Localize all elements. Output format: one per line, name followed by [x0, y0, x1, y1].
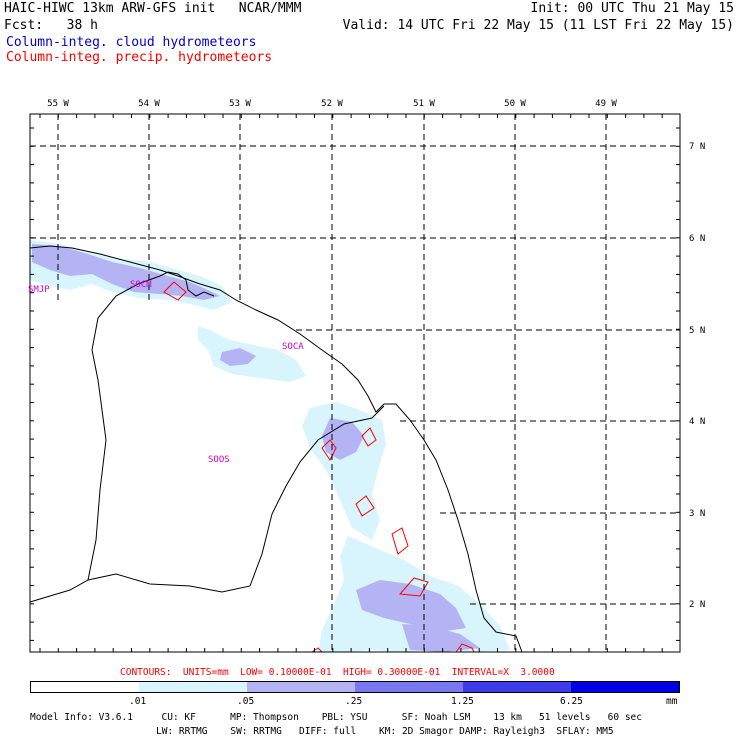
lat-label: 5 N — [689, 326, 705, 336]
colorbar-label: .25 — [345, 696, 363, 707]
lat-label: 4 N — [689, 417, 705, 427]
valid-time: Valid: 14 UTC Fri 22 May 15 (11 LST Fri … — [342, 18, 734, 33]
colorbar-swatch — [247, 682, 355, 692]
colorbar-label: .01 — [129, 696, 147, 707]
graticule — [30, 114, 680, 652]
lon-label: 51 W — [413, 99, 435, 109]
lat-label: 6 N — [689, 234, 705, 244]
colorbar-label: 1.25 — [451, 696, 474, 707]
colorbar-swatch — [355, 682, 463, 692]
station-socm: SOCM — [130, 280, 152, 290]
lat-label: 3 N — [689, 509, 705, 519]
frame-ticks — [30, 114, 680, 652]
colorbar-label: .05 — [237, 696, 255, 707]
colorbar-units: mm — [666, 696, 678, 707]
station-soca: SOCA — [282, 342, 304, 352]
forecast-hour: Fcst: 38 h — [4, 18, 98, 33]
contours-info: CONTOURS: UNITS=mm LOW= 0.10000E-01 HIGH… — [120, 667, 555, 678]
lat-labels: 7 N 6 N 5 N 4 N 3 N 2 N — [689, 142, 705, 610]
legend-cloud: Column-integ. cloud hydrometeors — [6, 35, 257, 50]
station-soos: SOOS — [208, 455, 230, 465]
cloud-shading — [30, 240, 510, 652]
lon-label: 54 W — [138, 99, 160, 109]
colorbar-label: 6.25 — [560, 696, 583, 707]
station-labels: SMJP SOCM SOCA SOOS — [28, 280, 304, 465]
lat-label: 2 N — [689, 600, 705, 610]
init-time: Init: 00 UTC Thu 21 May 15 — [530, 1, 735, 16]
model-info-physics: LW: RRTMG SW: RRTMG DIFF: full KM: 2D Sm… — [156, 726, 614, 737]
lon-label: 55 W — [47, 99, 69, 109]
precip-contours — [163, 281, 475, 653]
lon-label: 52 W — [321, 99, 343, 109]
plot-title: HAIC-HIWC 13km ARW-GFS init NCAR/MMM — [4, 1, 302, 16]
lon-label: 53 W — [229, 99, 251, 109]
colorbar-swatch — [139, 682, 247, 692]
model-info: Model Info: V3.6.1 CU: KF MP: Thompson P… — [30, 712, 642, 723]
lon-label: 50 W — [504, 99, 526, 109]
lat-label: 7 N — [689, 142, 705, 152]
lon-labels: 55 W 54 W 53 W 52 W 51 W 50 W 49 W — [47, 99, 617, 109]
colorbar — [30, 681, 680, 693]
lon-label: 49 W — [595, 99, 617, 109]
colorbar-swatch — [571, 682, 679, 692]
map-frame — [29, 113, 681, 653]
station-smjp: SMJP — [28, 285, 50, 295]
colorbar-swatch — [31, 682, 139, 692]
legend-precip: Column-integ. precip. hydrometeors — [6, 50, 273, 65]
coastline — [29, 245, 523, 653]
colorbar-swatch — [463, 682, 571, 692]
